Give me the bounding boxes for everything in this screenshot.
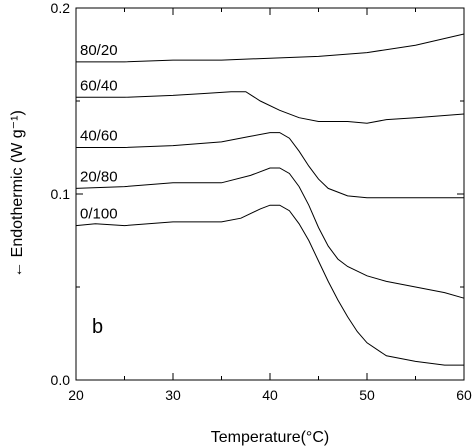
series-label: 80/20 — [80, 42, 118, 59]
series-label: 0/100 — [80, 206, 118, 223]
x-tick-label: 20 — [68, 387, 84, 403]
y-tick-label: 0.2 — [51, 0, 71, 16]
series-label: 20/80 — [80, 168, 118, 185]
x-tick-label: 60 — [456, 387, 472, 403]
series-line — [76, 132, 464, 199]
series-label: 60/40 — [80, 77, 118, 94]
x-tick-label: 40 — [262, 387, 278, 403]
series-line — [76, 91, 465, 124]
x-tick-label: 30 — [165, 387, 181, 403]
x-axis-title: Temperature(°C) — [211, 429, 329, 446]
y-axis-title: ← Endothermic (W g⁻¹) — [9, 110, 26, 278]
series-label: 40/60 — [80, 128, 118, 145]
series-line — [75, 167, 465, 299]
series-line — [76, 33, 465, 63]
panel-label: b — [92, 316, 103, 338]
y-tick-label: 0.1 — [51, 186, 71, 202]
tick-labels: 20 30 40 50 60 0.0 0.1 0.2 — [51, 0, 472, 403]
y-tick-label: 0.0 — [51, 372, 71, 388]
series-curves — [75, 33, 465, 366]
axis-ticks — [75, 7, 465, 381]
plot-frame — [75, 7, 465, 381]
series-line — [75, 204, 464, 366]
series-labels: 80/20 60/40 40/60 20/80 0/100 — [80, 42, 118, 223]
x-tick-label: 50 — [359, 387, 375, 403]
